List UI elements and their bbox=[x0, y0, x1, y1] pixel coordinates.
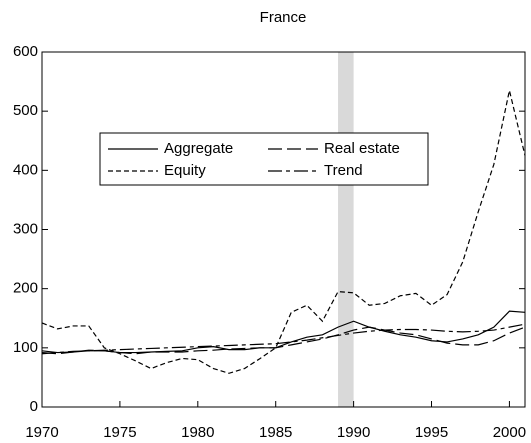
x-tick-label: 1975 bbox=[103, 424, 136, 441]
y-tick-label: 0 bbox=[30, 398, 38, 415]
legend-label: Equity bbox=[164, 162, 206, 179]
y-tick-label: 300 bbox=[13, 220, 38, 237]
y-tick-label: 100 bbox=[13, 339, 38, 356]
series-line bbox=[41, 326, 526, 355]
y-tick-label: 200 bbox=[13, 280, 38, 297]
y-tick-label: 600 bbox=[13, 43, 38, 60]
y-tick-label: 500 bbox=[13, 102, 38, 119]
shaded-period bbox=[338, 52, 354, 407]
x-tick-label: 1980 bbox=[181, 424, 214, 441]
x-tick-label: 1990 bbox=[337, 424, 370, 441]
plot-frame bbox=[41, 51, 526, 408]
x-tick-label: 1995 bbox=[415, 424, 448, 441]
x-tick-label: 1985 bbox=[259, 424, 292, 441]
chart-title: France bbox=[260, 9, 307, 26]
y-tick-label: 400 bbox=[13, 161, 38, 178]
legend-label: Real estate bbox=[324, 140, 400, 157]
series-line bbox=[41, 90, 526, 374]
legend-label: Aggregate bbox=[164, 140, 233, 157]
legend-box bbox=[99, 132, 429, 186]
x-tick-label: 1970 bbox=[25, 424, 58, 441]
series-line bbox=[41, 323, 526, 355]
x-tick-label: 2000 bbox=[493, 424, 526, 441]
legend-label: Trend bbox=[324, 162, 363, 179]
